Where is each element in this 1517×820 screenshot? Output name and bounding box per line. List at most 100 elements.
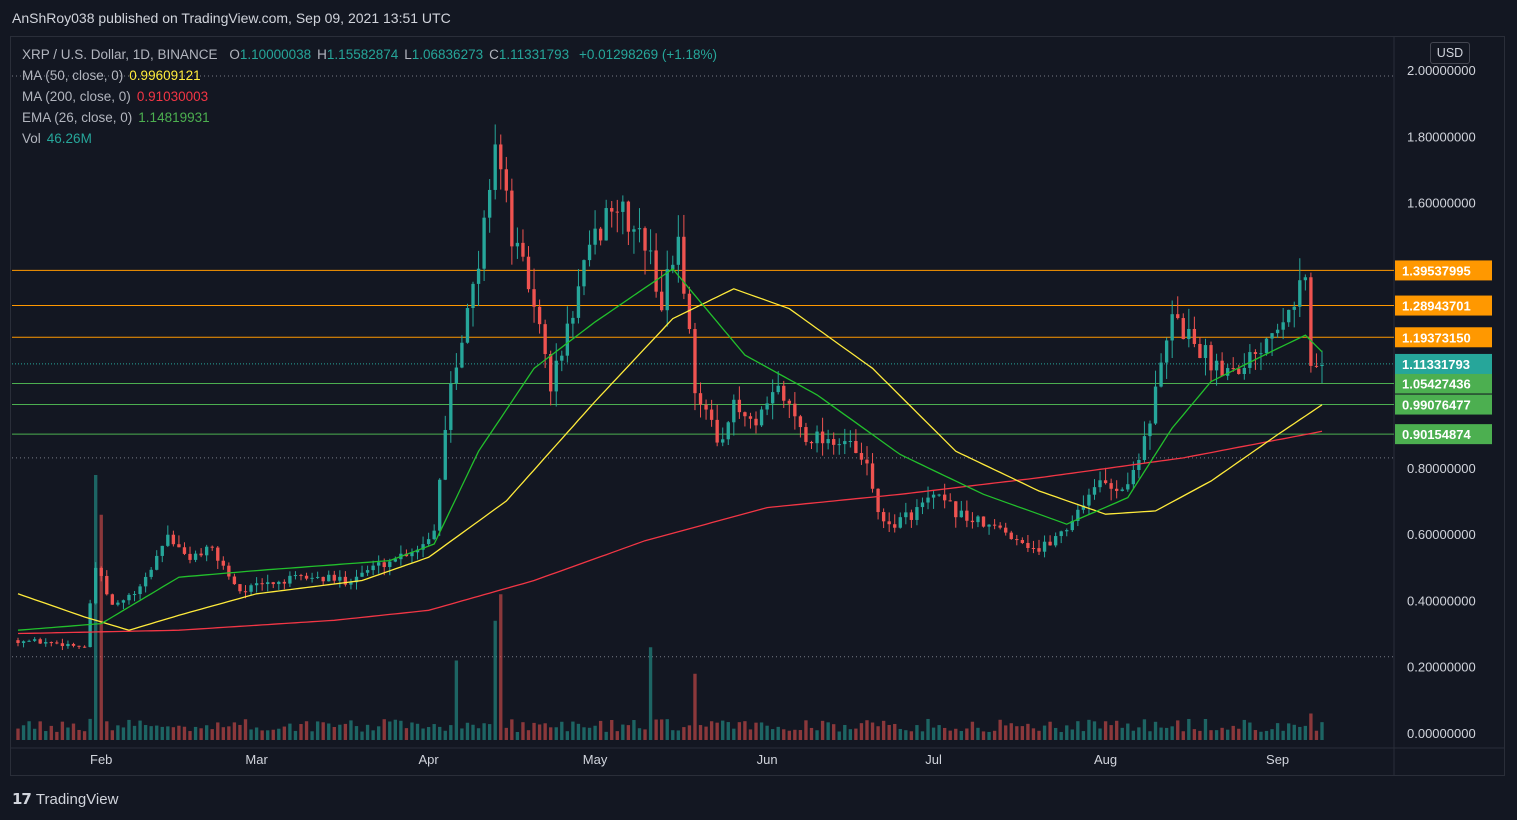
indicator-label: MA (200, close, 0) [22, 89, 131, 104]
volume-bar [449, 725, 453, 740]
candle-body [665, 269, 669, 311]
candle-body [1225, 368, 1230, 376]
volume-bar [870, 722, 875, 740]
volume-bar [832, 724, 836, 740]
volume-bar [299, 724, 303, 740]
volume-bar [271, 729, 275, 740]
volume-bar [288, 723, 292, 740]
candle-body [82, 646, 87, 648]
candle-body [1314, 365, 1319, 367]
volume-bar [582, 727, 586, 740]
candle-body [1065, 530, 1069, 532]
volume-bar [171, 727, 176, 740]
volume-bar [44, 731, 48, 740]
currency-button[interactable]: USD [1430, 42, 1470, 64]
candle-body [654, 250, 658, 292]
legend-indicator-row[interactable]: MA (50, close, 0) 0.99609121 [22, 65, 717, 86]
candle-body [99, 567, 103, 576]
volume-bar [904, 730, 908, 740]
candle-body [60, 643, 65, 647]
candle-body [132, 594, 137, 596]
candle-body [343, 576, 348, 585]
volume-bar [881, 720, 886, 740]
candle-body [809, 441, 814, 444]
candle-body [637, 228, 642, 230]
x-tick-label: Jun [757, 752, 778, 767]
volume-bar [88, 718, 92, 740]
publish-header: AnShRoy038 published on TradingView.com,… [12, 10, 451, 26]
legend-indicator-row[interactable]: MA (200, close, 0) 0.91030003 [22, 86, 717, 107]
volume-bar [487, 724, 492, 740]
volume-bar [1153, 721, 1158, 740]
candle-body [732, 399, 736, 423]
candle-body [765, 403, 769, 410]
ohlc-value: 1.10000038 [239, 47, 312, 62]
volume-bar [704, 726, 708, 740]
chart-frame[interactable] [10, 36, 1505, 776]
ohlc-value: 1.15582874 [326, 47, 399, 62]
volume-bar [898, 728, 902, 740]
support-price-tag [1395, 394, 1492, 415]
candle-body [1281, 322, 1285, 330]
volume-bar [1181, 731, 1185, 740]
ohlc-value: 1.11331793 [498, 47, 570, 62]
candle-body [1198, 343, 1202, 358]
volume-bar [643, 729, 647, 740]
support-price-tag [1395, 424, 1492, 445]
candle-body [304, 575, 309, 579]
volume-bar [21, 725, 26, 740]
candle-body [1070, 521, 1074, 531]
volume-bar [160, 726, 164, 740]
resistance-price-label: 1.28943701 [1402, 299, 1471, 314]
volume-bar [759, 722, 764, 740]
volume-bar [865, 720, 869, 740]
candle-body [1320, 364, 1324, 367]
volume-bar [682, 727, 686, 740]
candle-body [149, 569, 153, 577]
volume-bar [454, 660, 459, 740]
candle-body [898, 517, 902, 528]
candle-body [598, 228, 603, 241]
volume-bar [893, 723, 897, 740]
legend-indicator-row[interactable]: EMA (26, close, 0) 1.14819931 [22, 107, 717, 128]
volume-bar [920, 731, 925, 740]
candle-body [49, 642, 53, 644]
volume-bar [1225, 729, 1230, 740]
candle-body [299, 575, 303, 577]
candle-body [71, 643, 76, 646]
candle-body [560, 355, 564, 361]
tradingview-footer[interactable]: 17 TradingView [12, 788, 118, 810]
candle-body [1214, 360, 1219, 371]
volume-bar [754, 722, 758, 740]
volume-bar [1164, 727, 1169, 740]
volume-bar [637, 728, 642, 740]
candle-body [837, 444, 841, 446]
volume-bar [149, 726, 153, 740]
y-tick-label: 0.80000000 [1407, 461, 1476, 476]
volume-bar [626, 725, 631, 740]
y-tick-label: 1.80000000 [1407, 129, 1476, 144]
volume-bar [1259, 731, 1263, 740]
candle-body [698, 393, 703, 405]
legend-indicator-row[interactable]: Vol 46.26M [22, 128, 717, 149]
candle-body [704, 404, 708, 410]
x-tick-label: Mar [245, 752, 268, 767]
indicator-value: 1.14819931 [138, 110, 210, 125]
candle-body [438, 479, 442, 531]
candle-body [327, 574, 331, 582]
volume-bar [354, 726, 359, 740]
candle-body [682, 236, 686, 294]
volume-bar [1059, 732, 1063, 740]
candle-body [943, 494, 947, 501]
candle-body [1242, 367, 1246, 375]
candle-body [493, 144, 497, 190]
volume-bar [66, 727, 70, 740]
candle-body [293, 575, 298, 577]
volume-bar [282, 726, 287, 740]
candle-body [260, 583, 264, 585]
volume-bar [587, 727, 592, 740]
volume-bar [343, 723, 348, 740]
volume-bar [327, 723, 331, 740]
volume-bar [249, 729, 253, 740]
